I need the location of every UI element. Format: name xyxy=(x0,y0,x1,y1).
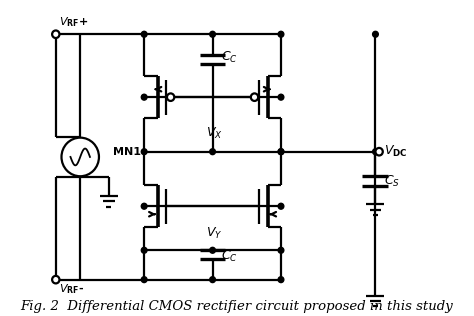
Circle shape xyxy=(210,31,215,37)
Circle shape xyxy=(141,94,147,100)
Circle shape xyxy=(278,247,284,253)
Text: $C_C$: $C_C$ xyxy=(221,249,237,264)
Circle shape xyxy=(141,203,147,209)
Circle shape xyxy=(167,94,174,101)
Circle shape xyxy=(141,247,147,253)
Text: $V_{\mathregular{DC}}$: $V_{\mathregular{DC}}$ xyxy=(384,144,408,159)
Text: $C_C$: $C_C$ xyxy=(221,50,237,65)
Circle shape xyxy=(52,30,59,38)
Circle shape xyxy=(141,277,147,283)
Circle shape xyxy=(375,148,383,155)
Circle shape xyxy=(373,149,378,155)
Circle shape xyxy=(373,31,378,37)
Circle shape xyxy=(278,277,284,283)
Circle shape xyxy=(210,277,215,283)
Circle shape xyxy=(278,94,284,100)
Circle shape xyxy=(251,94,258,101)
Text: $V_{\mathregular{RF}}$+: $V_{\mathregular{RF}}$+ xyxy=(59,15,88,29)
Circle shape xyxy=(278,149,284,155)
Circle shape xyxy=(141,31,147,37)
Text: $V_X$: $V_X$ xyxy=(206,126,223,141)
Circle shape xyxy=(141,149,147,155)
Circle shape xyxy=(52,276,59,283)
Circle shape xyxy=(210,247,215,253)
Text: $C_S$: $C_S$ xyxy=(383,173,400,189)
Text: Fig. 2  Differential CMOS rectifier circuit proposed in this study: Fig. 2 Differential CMOS rectifier circu… xyxy=(21,301,453,313)
Circle shape xyxy=(278,203,284,209)
Text: MN1: MN1 xyxy=(113,147,141,157)
Circle shape xyxy=(278,31,284,37)
Circle shape xyxy=(210,149,215,155)
Text: $V_{\mathregular{RF}}$-: $V_{\mathregular{RF}}$- xyxy=(59,282,84,295)
Text: $V_Y$: $V_Y$ xyxy=(206,226,223,241)
Circle shape xyxy=(62,138,99,176)
Circle shape xyxy=(278,149,284,155)
